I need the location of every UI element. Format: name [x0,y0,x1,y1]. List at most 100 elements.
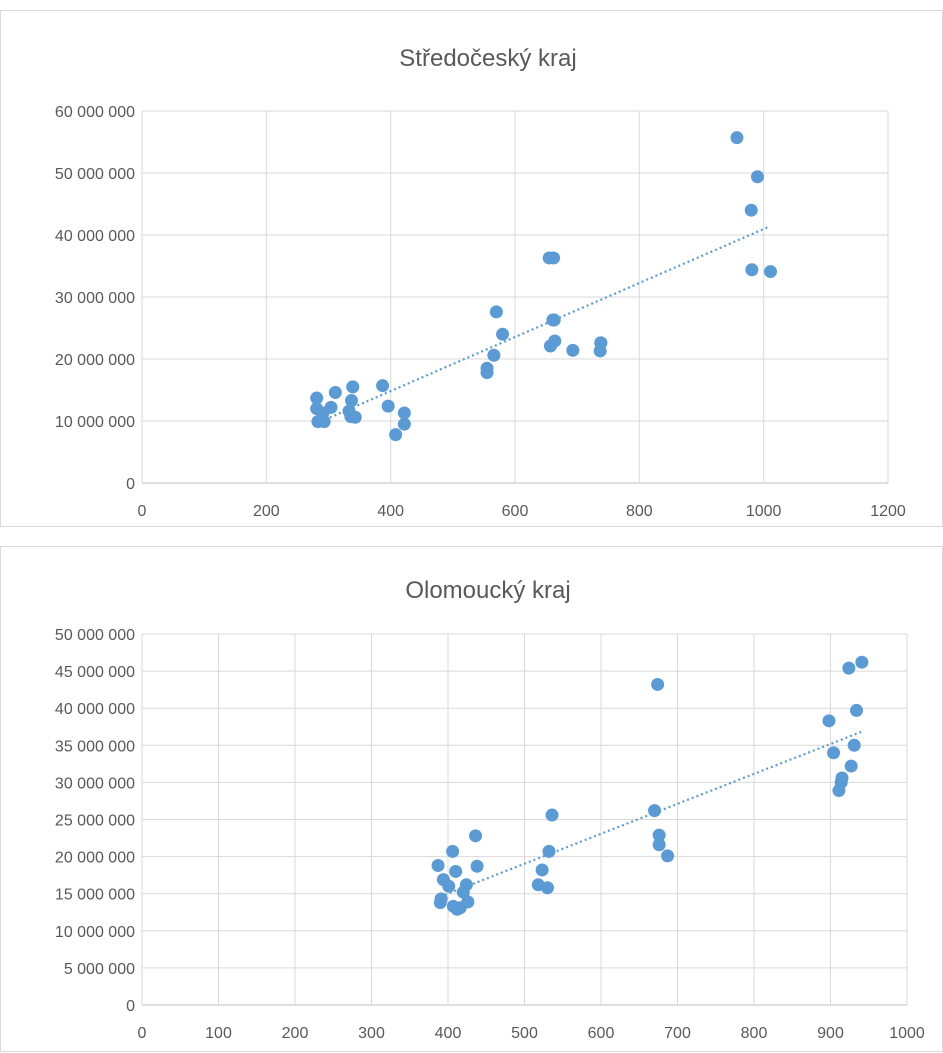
chart-olomoucky: Olomoucký kraj 0 5 000 000 10 000 000 15 00… [55,577,925,1042]
data-point [547,251,561,265]
x-tick-label: 900 [817,1025,844,1042]
data-point [397,406,411,420]
x-tick-label: 0 [138,1025,147,1042]
y-tick-label: 40 000 000 [55,701,135,718]
data-point [328,385,342,399]
data-point [661,849,675,863]
data-point [310,391,324,405]
y-tick-label: 20 000 000 [55,850,135,867]
data-point [855,655,869,669]
data-point [745,263,759,277]
y-tick-label: 20 000 000 [55,352,135,369]
data-point [847,738,861,752]
x-tick-label: 400 [377,503,404,520]
data-point [850,703,864,717]
data-point [545,808,559,822]
data-point [822,714,836,728]
data-point [324,400,338,414]
data-point [535,863,549,877]
chart-title: Středočeský kraj [399,45,576,72]
chart-panel-stredocesky: Středočeský kraj 0 10 000 000 20 000 000 30… [0,10,943,527]
data-point [651,677,665,691]
data-point [397,417,411,431]
y-tick-label: 50 000 000 [55,166,135,183]
y-tick-label: 5 000 000 [64,961,135,978]
y-tick-label: 0 [126,476,135,493]
x-tick-label: 1000 [746,503,782,520]
data-point [566,343,580,357]
data-point [348,410,362,424]
x-tick-label: 600 [588,1025,615,1042]
y-tick-label: 40 000 000 [55,228,135,245]
data-point [542,844,556,858]
y-tick-label: 10 000 000 [55,924,135,941]
trendline-group [315,225,771,425]
y-tick-label: 30 000 000 [55,775,135,792]
x-tick-label: 100 [205,1025,232,1042]
data-point [730,131,744,145]
data-point [652,838,666,852]
data-point [835,771,849,785]
y-tick-label: 50 000 000 [55,627,135,644]
data-point [496,327,510,341]
data-point [376,379,390,393]
x-tick-label: 800 [626,503,653,520]
data-point [469,829,483,843]
data-point [547,313,561,327]
data-point [480,366,494,380]
data-point [648,804,662,818]
data-point [487,348,501,362]
gridlines [141,110,889,484]
x-tick-label: 0 [138,503,147,520]
data-point [594,336,608,350]
data-point [346,380,360,394]
data-point [744,203,758,217]
data-point [652,828,666,842]
data-point [489,305,503,319]
y-tick-label: 15 000 000 [55,887,135,904]
chart-panel-olomoucky: Olomoucký kraj 0 5 000 000 10 000 000 15 00… [0,546,943,1052]
x-tick-label: 600 [502,503,529,520]
chart-stredocesky: Středočeský kraj 0 10 000 000 20 000 000 30… [55,45,906,520]
tick-labels: 0 5 000 000 10 000 000 15 000 000 20 000 000… [55,627,925,1042]
data-point [431,859,445,873]
y-tick-label: 35 000 000 [55,738,135,755]
y-tick-label: 0 [126,998,135,1015]
y-tick-label: 45 000 000 [55,664,135,681]
x-tick-label: 1200 [870,503,906,520]
trendline [315,225,771,425]
x-tick-label: 400 [435,1025,462,1042]
x-tick-label: 500 [511,1025,538,1042]
data-point [750,170,764,184]
scatter-points [431,655,869,916]
x-tick-label: 200 [253,503,280,520]
x-tick-label: 700 [664,1025,691,1042]
data-point [381,399,395,413]
y-tick-label: 10 000 000 [55,414,135,431]
data-point [389,428,403,442]
data-point [317,415,331,429]
data-point [844,759,858,773]
data-point [842,661,856,675]
data-point [470,859,484,873]
data-point [446,844,460,858]
data-point [540,881,554,895]
y-tick-label: 25 000 000 [55,813,135,830]
data-point [434,892,448,906]
gridlines [141,633,908,1006]
scatter-points [310,131,778,442]
data-point [442,879,456,893]
x-tick-label: 800 [741,1025,768,1042]
data-point [827,746,841,760]
x-tick-label: 1000 [889,1025,925,1042]
tick-labels: 0 10 000 000 20 000 000 30 000 000 40 000 00… [55,104,906,520]
data-point [345,394,359,408]
data-point [764,265,778,279]
y-tick-label: 30 000 000 [55,290,135,307]
data-point [461,895,475,909]
data-point [548,334,562,348]
x-tick-label: 200 [282,1025,309,1042]
data-point [449,864,463,878]
y-tick-label: 60 000 000 [55,104,135,121]
x-tick-label: 300 [358,1025,385,1042]
